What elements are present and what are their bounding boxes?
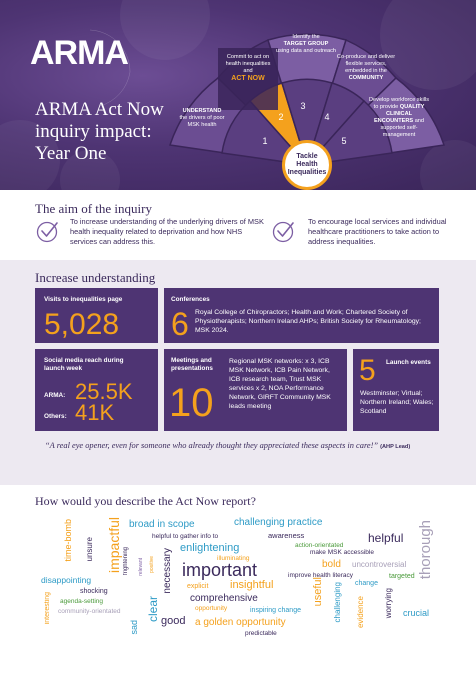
launch-events-card: 5 Launch events Westminster; Virtual; No… [353,349,439,431]
aim-item-2: To encourage local services and individu… [308,217,447,246]
cloud-word: make MSK accessible [310,549,374,556]
title-line-3: Year One [35,143,107,164]
cloud-word: clear [146,596,160,623]
meetings-card: Meetings and presentations 10 Regional M… [164,349,347,431]
stage-2-text: Commit to act on health inequalities and… [225,54,271,82]
page-title: ARMA Act Now inquiry impact: Year One [35,99,215,165]
meetings-label: Meetings and presentations [171,357,213,372]
cloud-word: frightening [123,547,129,576]
cloud-word: unsure [85,537,94,562]
cloud-word: time-bomb [63,519,73,562]
title-line-1: ARMA Act Now [35,99,164,120]
arma-reach-label: ARMA: [44,392,66,399]
cloud-word: important [182,560,258,580]
conferences-desc: Royal College of Chiropractors; Health a… [195,309,421,334]
cloud-word: a golden opportunity [195,617,286,628]
conferences-label: Conferences [171,296,210,303]
cloud-word: opportunity [195,605,228,612]
meetings-value: 10 [169,381,214,425]
check-circle-icon [36,221,58,243]
cloud-word: targeted [389,573,415,580]
cloud-word: change [355,580,378,587]
cloud-word: interesting [44,592,51,625]
meetings-desc: Regional MSK networks: x 3, ICB MSK Netw… [229,358,331,410]
stage-3-text: Identify the TARGET GROUP using data and o… [275,34,337,54]
aim-section-title: The aim of the inquiry [35,201,152,216]
others-reach-value: 41K [75,400,115,425]
logo-tagline-arc [89,29,131,107]
visits-card: Visits to inequalities page 5,028 [35,288,158,343]
cloud-word: illuminating [217,555,250,562]
stage-num-1: 1 [262,136,268,146]
stage-num-5: 5 [341,136,347,146]
cloud-word: bold [322,559,341,570]
cloud-word: evidence [356,596,365,629]
launch-label: Launch events [386,359,431,366]
understanding-section-title: Increase understanding [35,270,156,285]
tackle-health-inequalities-centre: Tackle Health Inequalities [282,140,332,190]
cloud-word: comprehensive [190,593,258,604]
cloud-word: shocking [80,588,108,595]
cloud-word: challenging [333,582,342,623]
cloud-word: inspiring change [250,607,301,614]
arma-logo: ARMA [30,28,131,107]
stage-4-text: Co-produce and deliver flexible services… [336,54,396,81]
cloud-word: helpful to gather info to [152,533,219,540]
cloud-word: improve health literacy [288,572,354,579]
cloud-word: good [161,615,186,627]
cloud-word: insightful [230,579,274,591]
cloud-word: predictable [245,630,277,637]
quote-source: (AHP Lead) [380,444,411,450]
hero-banner: ARMA ARMA Act Now inquiry impact: Year O… [0,0,476,190]
stage-num-4: 4 [324,112,330,122]
stage-1-text: UNDERSTAND the drivers of poor MSK health [179,108,225,128]
cloud-word: broad in scope [129,519,195,530]
stage-5-text: Develop workforce skills to provide QUAL… [369,97,429,138]
stage-num-2: 2 [278,112,284,122]
social-label: Social media reach during launch week [44,357,124,372]
cloud-word: agenda-setting [60,598,104,605]
conferences-value: 6 [171,306,189,342]
cloud-word: explicit [187,583,209,590]
visits-label: Visits to inequalities page [44,296,123,303]
check-circle-icon [272,221,294,243]
aim-item-1: To increase understanding of the underly… [70,217,264,246]
cloud-word: useful [312,577,324,607]
cloud-word: sad [129,620,139,635]
cloud-word: action-orientated [295,542,344,549]
cloud-word: relevant [138,558,144,576]
cloud-word: thorough [417,520,434,580]
social-media-card: Social media reach during launch week AR… [35,349,158,431]
launch-value: 5 [359,354,376,387]
testimonial-quote: “A real eye opener, even for someone who… [45,440,425,453]
conferences-card: Conferences 6 Royal College of Chiroprac… [164,288,439,343]
cloud-word: impactful [106,517,122,574]
others-reach-label: Others: [44,413,67,420]
cloud-word: worrying [384,588,393,619]
visits-value: 5,028 [44,308,120,341]
quote-text: “A real eye opener, even for someone who… [45,441,379,450]
cloud-word: positive [149,556,155,573]
cloud-word: disappointing [41,575,92,585]
cloud-word: crucial [403,608,430,618]
launch-desc: Westminster; Virtual; Northern Ireland; … [360,390,434,415]
word-cloud-title: How would you describe the Act Now repor… [35,494,256,508]
cloud-word: awareness [268,531,305,540]
logo-wordmark: ARMA [30,34,129,72]
cloud-word: community-orientated [58,608,121,615]
cloud-word: enlightening [180,542,240,554]
stage-num-3: 3 [300,101,306,111]
cloud-word: necessary [162,548,173,594]
cloud-word: uncontroversial [352,560,407,569]
cloud-word: helpful [368,531,404,545]
cloud-word: challenging practice [234,517,323,528]
arma-reach-value: 25.5K [75,379,133,404]
title-line-2: inquiry impact: [35,121,152,142]
